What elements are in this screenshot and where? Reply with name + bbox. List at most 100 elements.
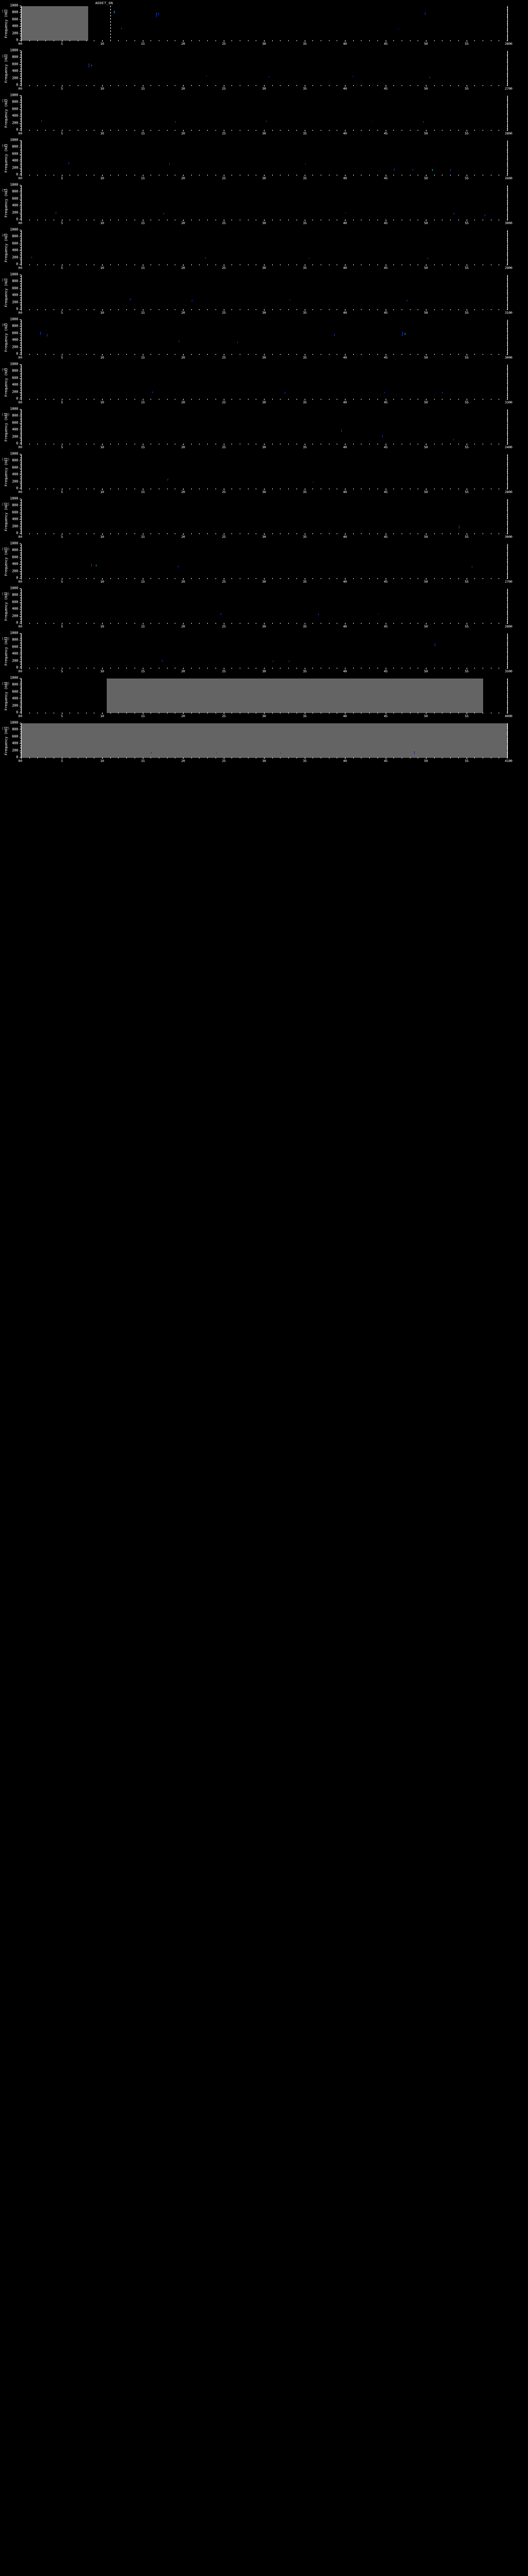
x-axis-tick-label: 40	[343, 221, 347, 225]
y-axis-tick-label: 600	[12, 241, 18, 246]
x-axis-tick-label: 45	[384, 490, 388, 494]
x-axis-minor-tick	[126, 713, 127, 714]
y-axis-minor-tick	[507, 547, 508, 548]
y-axis-minor-tick	[507, 283, 508, 284]
detection-mark	[414, 751, 415, 754]
y-axis-tick-label: 400	[12, 69, 18, 73]
x-axis-tick-label: 45	[384, 266, 388, 270]
x-axis-minor-tick	[118, 757, 119, 758]
plot-area	[21, 588, 508, 624]
y-axis-tick	[20, 64, 21, 65]
x-axis-minor-tick	[29, 757, 30, 758]
y-axis-tick	[20, 347, 21, 348]
x-axis-tick-label: 0	[20, 355, 22, 360]
x-axis-minor-tick	[118, 623, 119, 624]
x-axis-tick-label: 30	[262, 580, 266, 584]
y-axis-minor-tick	[507, 611, 508, 612]
x-axis-minor-tick	[369, 623, 370, 624]
x-axis-tick-label: 30	[262, 87, 266, 91]
y-axis-tick-label: 400	[12, 382, 18, 387]
x-axis-minor-tick	[377, 757, 378, 758]
y-axis-minor-tick	[507, 569, 508, 570]
x-axis-tick-label: 40	[343, 131, 347, 135]
detection-mark	[382, 435, 383, 437]
y-axis-minor-tick	[20, 683, 21, 684]
y-axis-minor-tick	[507, 600, 508, 601]
y-axis-minor-tick	[507, 247, 508, 248]
y-axis-tick-label: 400	[12, 113, 18, 118]
y-axis-minor-tick	[507, 376, 508, 377]
x-axis-tick-label: 0	[20, 580, 22, 584]
x-axis-tick-label: 35	[303, 714, 307, 718]
y-axis-minor-tick	[20, 328, 21, 329]
y-axis-tick	[20, 123, 21, 124]
y-axis-title: Frequency (Hz)	[4, 98, 8, 128]
masked-region	[106, 679, 483, 713]
y-axis-minor-tick	[507, 688, 508, 689]
x-axis-minor-tick	[118, 578, 119, 579]
y-axis-tick-label: 200	[12, 703, 18, 708]
x-axis-minor-tick	[29, 533, 30, 534]
y-axis-minor-tick	[507, 724, 508, 725]
x-axis-tick-label: 45	[384, 176, 388, 180]
x-axis-minor-tick	[296, 399, 297, 400]
x-axis-minor-tick	[45, 488, 46, 489]
x-axis-tick-label: 20	[181, 42, 185, 46]
x-axis-tick-label: 10	[100, 311, 104, 315]
x-axis-minor-tick	[167, 668, 168, 669]
x-axis-minor-tick	[37, 533, 38, 534]
x-axis-minor-tick	[110, 623, 111, 624]
y-axis-minor-tick	[20, 390, 21, 391]
x-axis-minor-tick	[167, 85, 168, 86]
y-axis-minor-tick	[507, 31, 508, 32]
x-axis-tick-label: 15	[141, 87, 145, 91]
x-axis-minor-tick	[458, 354, 459, 355]
x-axis-tick	[264, 309, 265, 311]
x-axis-tick	[264, 757, 265, 759]
x-axis-minor-tick	[118, 219, 119, 221]
detection-mark	[313, 481, 314, 483]
y-axis-minor-tick	[20, 652, 21, 653]
x-axis-minor-tick	[126, 130, 127, 131]
y-axis-minor-tick	[20, 23, 21, 24]
x-axis-tick-label: 35	[303, 490, 307, 494]
y-axis-minor-tick	[20, 290, 21, 291]
x-axis-start-label: 0	[18, 535, 20, 539]
y-axis-tick-label: 800	[12, 458, 18, 463]
x-axis-tick-label: 35	[303, 176, 307, 180]
x-axis-tick	[21, 354, 22, 355]
x-axis-minor-tick	[126, 399, 127, 400]
x-axis-tick-label: 20	[181, 221, 185, 225]
plot-area	[21, 499, 508, 534]
x-axis-tick-label: 45	[384, 445, 388, 449]
y-axis-minor-tick	[20, 323, 21, 324]
y-axis-tick-label: 800	[12, 413, 18, 418]
x-axis-end-label: 2700	[505, 87, 513, 91]
x-axis-minor-tick	[434, 488, 435, 489]
y-axis-minor-tick	[507, 68, 508, 69]
detection-mark	[280, 752, 282, 754]
y-axis-minor-tick	[507, 159, 508, 160]
x-axis-tick-label: 35	[303, 669, 307, 673]
x-axis-minor-tick	[474, 488, 475, 489]
y-axis-minor-tick	[20, 9, 21, 10]
y-axis-tick-label: 600	[12, 107, 18, 111]
panel-number-label: (9)	[2, 368, 8, 372]
panel-number-label: (7)	[2, 278, 8, 282]
y-axis-tick-label: 400	[12, 248, 18, 252]
x-axis-minor-tick	[288, 578, 289, 579]
y-axis-minor-tick	[507, 614, 508, 615]
y-axis-tick	[20, 647, 21, 648]
y-axis-minor-tick	[507, 707, 508, 708]
x-axis-minor-tick	[312, 175, 313, 176]
x-axis-minor-tick	[207, 444, 208, 445]
y-axis-tick-label: 200	[12, 31, 18, 36]
x-axis-tick-label: 15	[141, 355, 145, 360]
x-axis-tick-label: 55	[465, 176, 469, 180]
y-axis-minor-tick	[20, 702, 21, 703]
x-axis-tick-label: 25	[222, 445, 226, 449]
x-axis-minor-tick	[86, 533, 87, 534]
x-axis-tick-label: 50	[424, 490, 428, 494]
x-axis-tick-label: 35	[303, 759, 307, 763]
x-axis-tick-label: 0	[20, 266, 22, 270]
